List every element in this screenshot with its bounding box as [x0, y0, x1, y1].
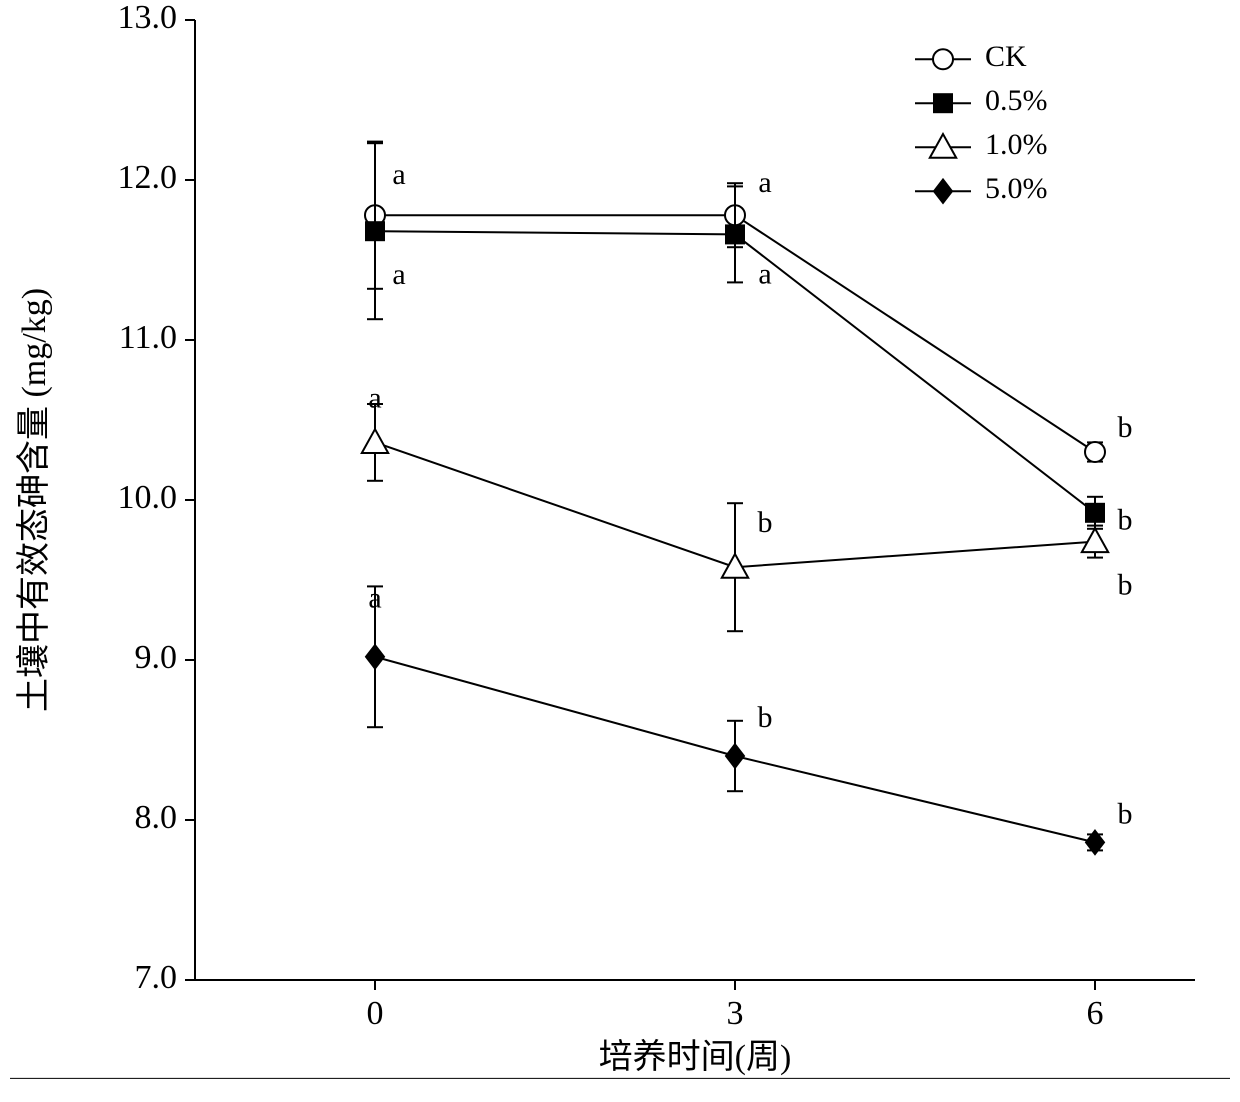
significance-label: b: [758, 701, 773, 734]
y-tick-label: 13.0: [118, 0, 178, 36]
y-tick-label: 12.0: [118, 159, 178, 196]
legend-label: 0.5%: [985, 84, 1048, 117]
y-tick-label: 8.0: [135, 799, 178, 836]
x-axis-label: 培养时间(周): [599, 1038, 792, 1076]
x-tick-label: 0: [367, 995, 384, 1032]
chart-container: 7.0 8.0 9.0 10.0 11.0 12.0 13.0 0 3 6 培养时间(周) 土壤中有效…: [0, 0, 1240, 1102]
significance-label: b: [1118, 504, 1133, 537]
y-axis-label: 土壤中有效态砷含量 (mg/kg): [15, 288, 53, 712]
legend-label: CK: [985, 40, 1027, 73]
line-chart: 7.0 8.0 9.0 10.0 11.0 12.0 13.0 0 3 6 培养时间(周) 土壤中有效…: [0, 0, 1240, 1102]
legend-label: 5.0%: [985, 172, 1048, 205]
y-tick-label: 10.0: [118, 479, 178, 516]
significance-label: b: [758, 506, 773, 539]
x-tick-label: 6: [1087, 995, 1104, 1032]
significance-label: b: [1118, 797, 1133, 830]
significance-label: a: [392, 158, 405, 191]
significance-label: b: [1118, 568, 1133, 601]
y-tick-label: 11.0: [119, 319, 177, 356]
legend-label: 1.0%: [985, 128, 1048, 161]
y-tick-label: 9.0: [135, 639, 178, 676]
significance-label: a: [368, 582, 381, 615]
significance-label: a: [758, 166, 771, 199]
x-tick-label: 3: [727, 995, 744, 1032]
significance-label: a: [758, 257, 771, 290]
significance-label: a: [392, 258, 405, 291]
significance-label: b: [1118, 411, 1133, 444]
significance-label: a: [368, 381, 381, 414]
y-tick-label: 7.0: [135, 959, 178, 996]
